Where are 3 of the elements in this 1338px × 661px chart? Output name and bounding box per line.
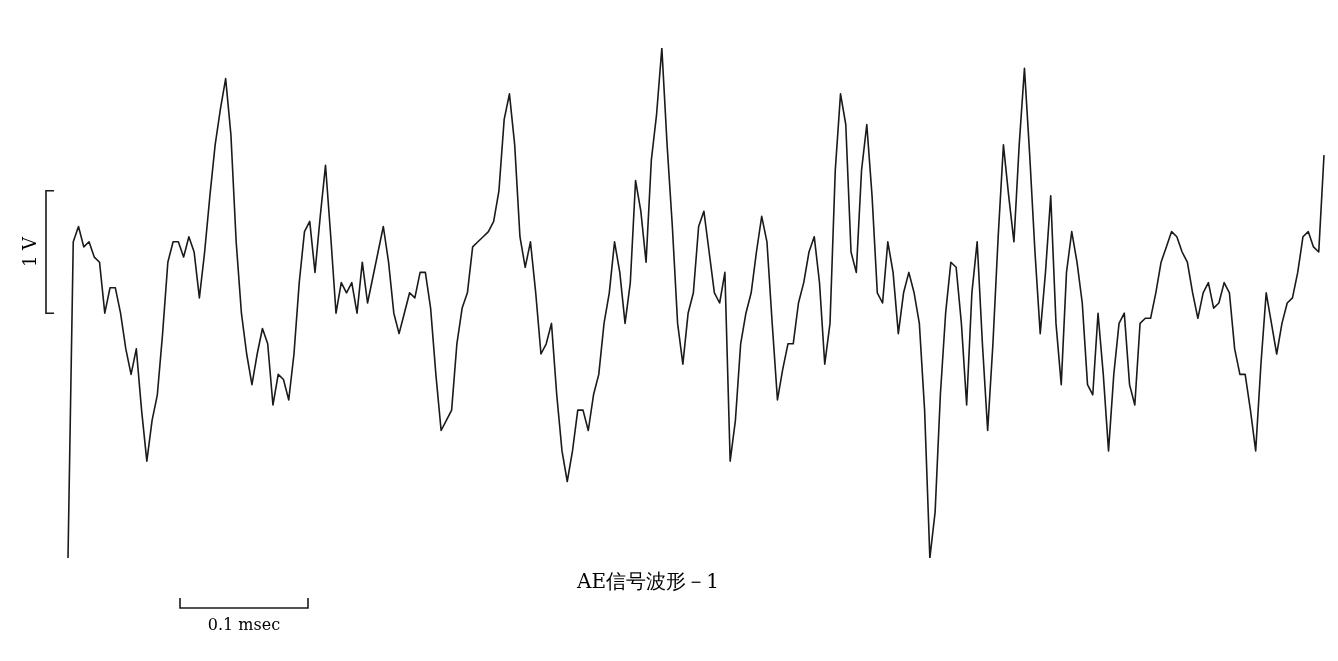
text: 1 V — [19, 235, 40, 268]
text: AE信号波形－1 — [576, 569, 719, 593]
text: 0.1 msec — [207, 615, 281, 634]
